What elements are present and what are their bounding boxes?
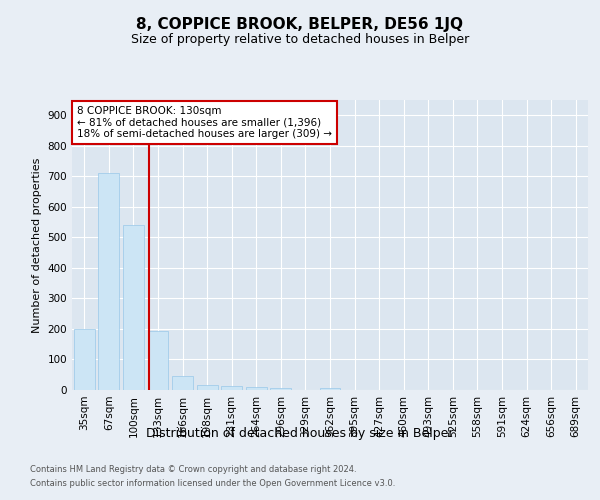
- Bar: [221, 386, 242, 390]
- Bar: [271, 388, 292, 390]
- Bar: [320, 388, 340, 390]
- Bar: [172, 376, 193, 390]
- Text: Contains public sector information licensed under the Open Government Licence v3: Contains public sector information licen…: [30, 479, 395, 488]
- Y-axis label: Number of detached properties: Number of detached properties: [32, 158, 42, 332]
- Bar: [74, 329, 95, 390]
- Bar: [246, 386, 267, 390]
- Text: Contains HM Land Registry data © Crown copyright and database right 2024.: Contains HM Land Registry data © Crown c…: [30, 466, 356, 474]
- Text: Distribution of detached houses by size in Belper: Distribution of detached houses by size …: [146, 428, 454, 440]
- Bar: [148, 331, 169, 390]
- Bar: [123, 225, 144, 390]
- Text: 8 COPPICE BROOK: 130sqm
← 81% of detached houses are smaller (1,396)
18% of semi: 8 COPPICE BROOK: 130sqm ← 81% of detache…: [77, 106, 332, 139]
- Bar: [197, 386, 218, 390]
- Text: 8, COPPICE BROOK, BELPER, DE56 1JQ: 8, COPPICE BROOK, BELPER, DE56 1JQ: [137, 18, 464, 32]
- Bar: [98, 174, 119, 390]
- Text: Size of property relative to detached houses in Belper: Size of property relative to detached ho…: [131, 32, 469, 46]
